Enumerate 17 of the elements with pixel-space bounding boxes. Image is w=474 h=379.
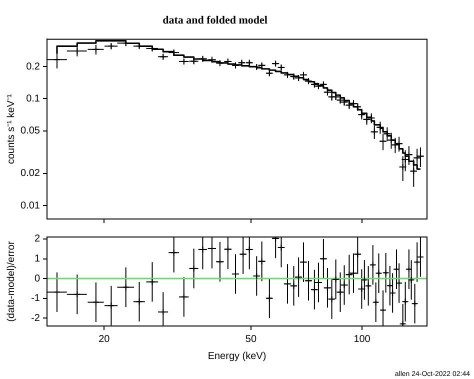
y-axis-title: counts s⁻¹ keV⁻¹ (6, 93, 17, 164)
y-tick-label: 1 (34, 254, 40, 265)
x-tick-label: 20 (98, 334, 110, 345)
chart-title: data and folded model (162, 14, 268, 26)
y-tick-label: 0.2 (26, 61, 40, 72)
y-axis-title: (data-model)/error (6, 240, 17, 322)
y-tick-label: 0.01 (20, 200, 40, 212)
y-tick-label: -1 (31, 293, 40, 304)
y-tick-label: 0 (34, 273, 40, 284)
x-tick-label: 50 (245, 334, 257, 345)
y-tick-label: 0.1 (26, 93, 40, 104)
y-tick-label: 2 (34, 234, 40, 245)
x-axis-title: Energy (keV) (208, 350, 266, 362)
y-tick-label: -2 (31, 312, 40, 324)
y-tick-label: 0.05 (20, 126, 40, 137)
y-tick-label: 0.02 (20, 168, 40, 180)
x-tick-label: 100 (354, 334, 371, 345)
